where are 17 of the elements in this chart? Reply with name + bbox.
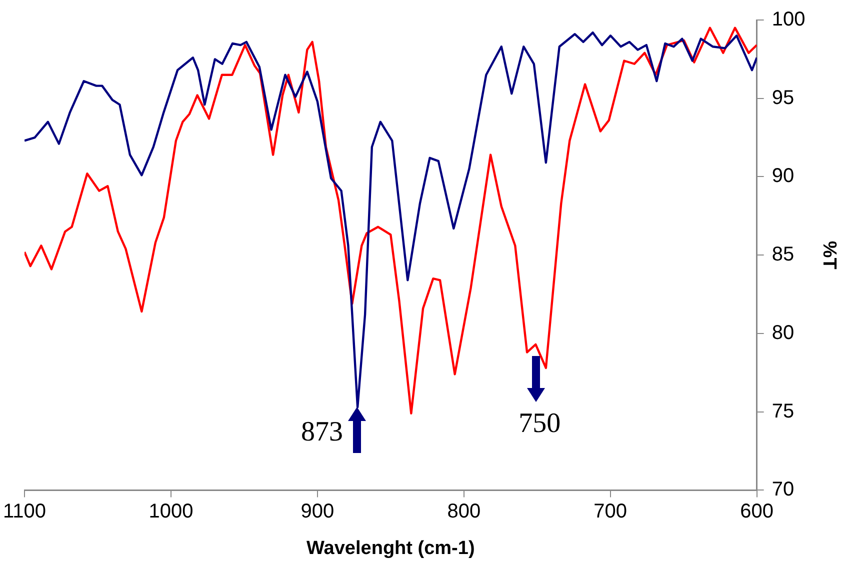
x-tick-label: 600 (740, 500, 774, 523)
y-tick-label: 95 (772, 86, 794, 109)
x-axis-title: Wavelenght (cm-1) (306, 538, 475, 559)
y-tick-label: 70 (772, 478, 794, 501)
y-tick-label: 90 (772, 165, 794, 188)
x-tick-label: 700 (594, 500, 628, 523)
y-tick-label: 100 (772, 8, 806, 31)
y-tick-label: 85 (772, 244, 794, 266)
y-axis-title: %T (818, 240, 840, 270)
annotation: 873 (300, 416, 343, 448)
x-tick-label: 900 (300, 500, 334, 523)
y-tick-label: 75 (772, 400, 794, 422)
x-tick-label: 1100 (2, 500, 46, 523)
annotation: 750 (518, 408, 561, 439)
x-tick-label: 1000 (148, 500, 194, 523)
x-tick-label: 800 (447, 500, 481, 523)
y-tick-label: 80 (772, 322, 794, 344)
